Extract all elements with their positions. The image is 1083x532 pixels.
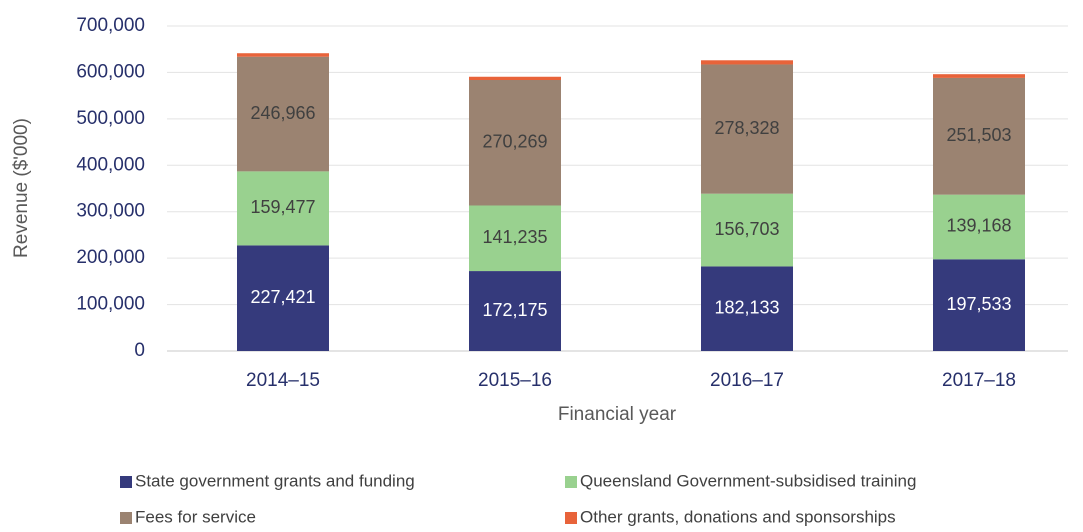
y-tick-label: 200,000 [76, 247, 145, 268]
y-tick-label: 100,000 [76, 294, 145, 315]
data-label: 270,269 [482, 131, 547, 151]
data-label: 139,168 [946, 216, 1011, 236]
bar-segment [701, 60, 793, 65]
bar-segment [469, 205, 561, 272]
legend-label: Fees for service [135, 507, 256, 526]
bar-segment [701, 193, 793, 267]
y-axis-title: Revenue ($'000) [11, 118, 32, 258]
bar-segment [469, 76, 561, 81]
bar-segment [933, 194, 1025, 260]
bar-segment [469, 80, 561, 206]
data-label: 156,703 [714, 219, 779, 239]
legend-swatch [565, 476, 577, 488]
legend-label: Other grants, donations and sponsorships [580, 507, 896, 526]
x-tick-label: 2014–15 [246, 370, 320, 391]
bar-segment [237, 171, 329, 246]
data-label: 182,133 [714, 297, 779, 317]
legend-swatch [565, 512, 577, 524]
data-label: 227,421 [250, 287, 315, 307]
x-tick-label: 2016–17 [710, 370, 784, 391]
data-label: 172,175 [482, 300, 547, 320]
bar-segment [933, 74, 1025, 78]
data-label: 141,235 [482, 227, 547, 247]
y-tick-label: 300,000 [76, 201, 145, 222]
bar-segment [701, 64, 793, 194]
y-tick-label: 600,000 [76, 61, 145, 82]
x-tick-label: 2015–16 [478, 370, 552, 391]
data-label: 246,966 [250, 103, 315, 123]
y-tick-label: 700,000 [76, 15, 145, 36]
y-tick-label: 0 [134, 340, 145, 361]
data-label: 278,328 [714, 118, 779, 138]
data-label: 197,533 [946, 294, 1011, 314]
bar-segment [933, 259, 1025, 351]
bar-segment [933, 77, 1025, 195]
data-label: 251,503 [946, 125, 1011, 145]
x-tick-label: 2017–18 [942, 370, 1016, 391]
legend-swatch [120, 512, 132, 524]
y-tick-label: 400,000 [76, 154, 145, 175]
y-tick-label: 500,000 [76, 108, 145, 129]
x-axis-title: Financial year [558, 404, 677, 425]
bar-segment [237, 53, 329, 57]
bar-segment [237, 56, 329, 172]
bar-segment [701, 266, 793, 351]
data-label: 159,477 [250, 197, 315, 217]
legend-label: State government grants and funding [135, 471, 415, 490]
legend-label: Queensland Government-subsidised trainin… [580, 471, 916, 490]
legend-swatch [120, 476, 132, 488]
bar-segment [237, 245, 329, 351]
bar-segment [469, 271, 561, 351]
